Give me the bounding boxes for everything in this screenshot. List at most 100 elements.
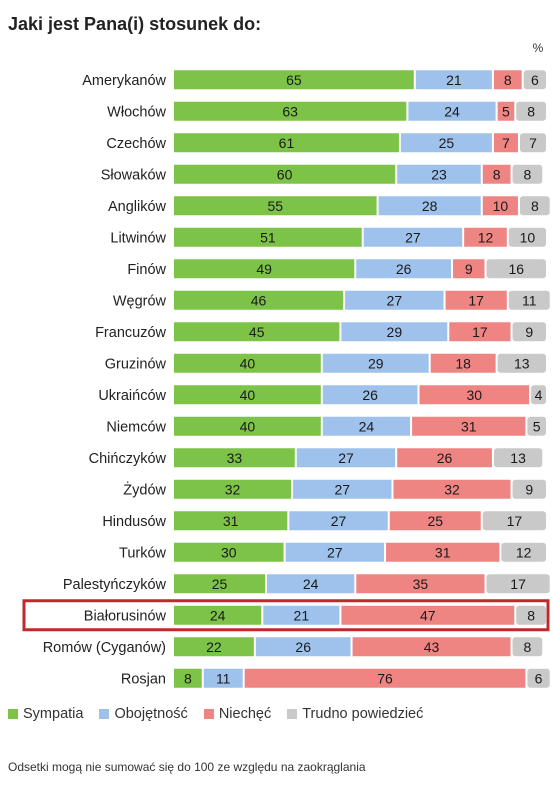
bar-segment-niechec — [430, 353, 496, 373]
bar-segment-niechec — [341, 605, 515, 625]
bar-segment-obojetnosc — [267, 574, 355, 594]
bar-segment-trudno-powiedziec — [493, 448, 543, 468]
bar-segment-trudno-powiedziec — [512, 322, 546, 342]
bar-segment-obojetnosc — [263, 605, 340, 625]
data-label: 29 — [368, 355, 384, 371]
data-label: 8 — [527, 103, 535, 119]
bar-segment-niechec — [482, 196, 518, 216]
data-label: 5 — [533, 418, 541, 434]
data-label: 21 — [446, 72, 462, 88]
data-label: 17 — [472, 324, 488, 340]
data-label: 6 — [535, 670, 543, 686]
data-label: 17 — [468, 292, 484, 308]
legend-label: Trudno powiedzieć — [302, 706, 424, 722]
bar-segment-trudno-powiedziec — [527, 416, 546, 436]
category-label: Hindusów — [102, 514, 166, 530]
data-label: 55 — [268, 198, 284, 214]
bar-segment-trudno-powiedziec — [516, 605, 546, 625]
bar-segment-trudno-powiedziec — [508, 227, 546, 247]
data-label: 40 — [240, 387, 256, 403]
bar-segment-sympatia — [174, 164, 396, 184]
data-label: 17 — [507, 513, 523, 529]
bar-segment-niechec — [352, 637, 511, 657]
bar-segment-obojetnosc — [322, 353, 429, 373]
bar-segment-trudno-powiedziec — [508, 290, 550, 310]
data-label: 8 — [504, 72, 512, 88]
category-label: Białorusinów — [84, 608, 167, 624]
bar-segment-trudno-powiedziec — [519, 133, 546, 153]
data-label: 63 — [282, 103, 298, 119]
bar-segment-sympatia — [174, 322, 340, 342]
data-label: 8 — [524, 166, 532, 182]
data-label: 65 — [286, 72, 302, 88]
data-label: 12 — [478, 229, 494, 245]
category-label: Anglików — [108, 199, 167, 215]
data-label: 9 — [525, 324, 533, 340]
category-label: Czechów — [106, 136, 166, 152]
bar-segment-sympatia — [174, 542, 284, 562]
legend-item-trudno-powiedziec: Trudno powiedzieć — [287, 706, 423, 722]
bar-segment-trudno-powiedziec — [523, 70, 546, 90]
data-label: 8 — [531, 198, 539, 214]
category-label: Litwinów — [110, 230, 166, 246]
category-label: Ukraińców — [98, 388, 166, 404]
data-label: 8 — [524, 639, 532, 655]
data-label: 45 — [249, 324, 265, 340]
bar-segment-niechec — [244, 668, 526, 688]
bar-segment-obojetnosc — [322, 385, 418, 405]
bar-segment-niechec — [453, 259, 485, 279]
data-label: 24 — [359, 418, 375, 434]
data-label: 4 — [535, 387, 543, 403]
category-label: Amerykanów — [82, 73, 166, 89]
data-label: 8 — [493, 166, 501, 182]
data-label: 18 — [455, 355, 471, 371]
footnote: Odsetki mogą nie sumować się do 100 ze w… — [8, 760, 366, 774]
data-label: 7 — [529, 135, 537, 151]
bar-segment-obojetnosc — [356, 259, 451, 279]
bar-segment-niechec — [493, 70, 522, 90]
bar-segment-niechec — [464, 227, 507, 247]
legend-item-obojetnosc: Obojętność — [99, 706, 188, 722]
legend: Sympatia Obojętność Niechęć Trudno powiedzi… — [8, 706, 423, 722]
data-label: 33 — [227, 450, 243, 466]
category-label: Włochów — [107, 104, 166, 120]
bar-segment-trudno-powiedziec — [497, 353, 546, 373]
data-label: 8 — [184, 670, 192, 686]
data-label: 51 — [260, 229, 276, 245]
bar-segment-sympatia — [174, 668, 202, 688]
bar-segment-sympatia — [174, 133, 399, 153]
category-label: Romów (Cyganów) — [43, 640, 166, 656]
data-label: 28 — [422, 198, 438, 214]
data-label: 47 — [420, 607, 436, 623]
bar-segment-sympatia — [174, 574, 265, 594]
data-label: 23 — [431, 166, 447, 182]
data-label: 32 — [225, 481, 241, 497]
category-label: Turków — [119, 545, 167, 561]
data-label: 17 — [510, 576, 526, 592]
bar-segment-obojetnosc — [345, 290, 444, 310]
category-label: Chińczyków — [89, 451, 167, 467]
category-label: Żydów — [123, 480, 166, 498]
data-label: 9 — [465, 261, 473, 277]
data-label: 31 — [435, 544, 451, 560]
data-label: 43 — [424, 639, 440, 655]
data-label: 32 — [444, 481, 460, 497]
data-label: 76 — [377, 670, 393, 686]
bar-segment-sympatia — [174, 227, 362, 247]
bar-segment-trudno-powiedziec — [501, 542, 546, 562]
bar-segment-niechec — [386, 542, 500, 562]
data-label: 25 — [427, 513, 443, 529]
legend-label: Sympatia — [23, 706, 84, 722]
data-label: 27 — [331, 513, 347, 529]
data-label: 27 — [405, 229, 421, 245]
data-label: 13 — [510, 450, 526, 466]
data-label: 12 — [516, 544, 532, 560]
bar-segment-trudno-powiedziec — [512, 637, 543, 657]
bar-segment-sympatia — [174, 511, 288, 531]
data-label: 35 — [413, 576, 429, 592]
bar-segment-niechec — [493, 133, 518, 153]
data-label: 30 — [221, 544, 237, 560]
bar-segment-trudno-powiedziec — [512, 479, 546, 499]
bar-segment-niechec — [356, 574, 485, 594]
